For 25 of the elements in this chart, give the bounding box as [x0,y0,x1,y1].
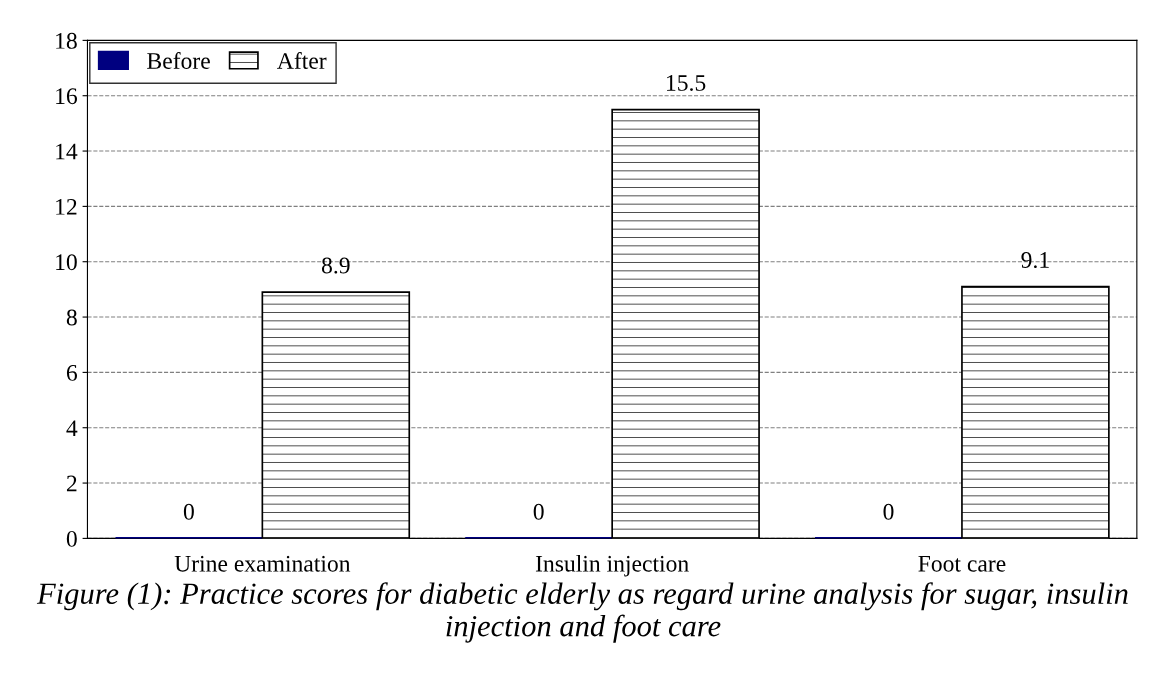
x-tick-label: Insulin injection [535,555,689,577]
y-tick-label: 8 [66,309,77,326]
data-label: 8.9 [321,257,350,274]
legend-label: After [277,52,327,69]
data-label: 0 [533,503,544,520]
bar [261,291,411,539]
x-tick-label: Foot care [918,555,1006,572]
legend-label: Before [147,52,210,69]
y-tick-label: 16 [56,88,78,105]
data-label: 15.5 [667,75,706,91]
data-label: 0 [183,503,194,520]
bar [961,285,1110,539]
y-tick-label: 4 [66,420,78,436]
y-tick-label: 10 [56,254,77,271]
y-tick-label: 0 [66,530,77,547]
x-tick-label: Urine examination [174,555,351,572]
y-tick-label: 6 [66,364,78,381]
data-label: 9.1 [1021,252,1049,269]
y-tick-label: 12 [56,198,77,215]
bar [611,108,760,539]
y-tick-label: 18 [56,32,77,49]
y-tick-label: 2 [66,475,77,492]
data-label: 0 [883,503,894,520]
text: Figure (1): Practice scores for diabetic elderly as regard urine analysis for sugar, insulin injection and foot care [36,582,1128,643]
y-tick-label: 14 [56,143,78,160]
